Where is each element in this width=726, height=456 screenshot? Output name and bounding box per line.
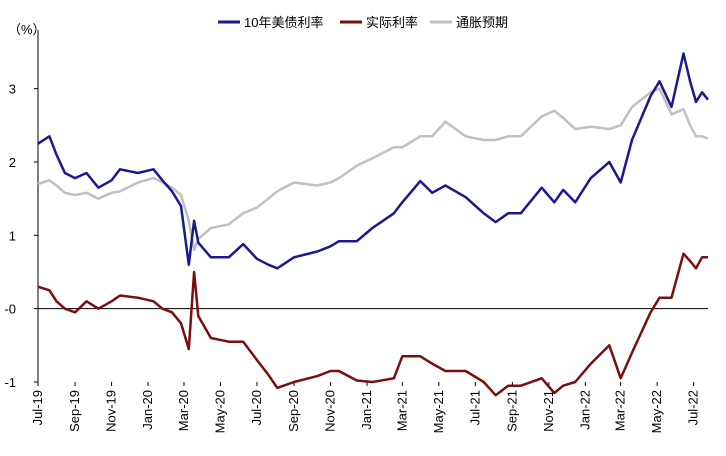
legend-label: 通胀预期 bbox=[456, 15, 508, 30]
x-tick-label: Nov-21 bbox=[541, 390, 556, 432]
series-line-3 bbox=[37, 87, 709, 252]
x-tick-label: Mar-20 bbox=[176, 390, 191, 431]
legend-label: 10年美债利率 bbox=[244, 15, 323, 30]
x-tick-label: Jan-20 bbox=[140, 390, 155, 430]
axes: 3 2 1 -0 -1 Jul-19 Sep-19 Nov-19 Jan-20 Mar-20 May… bbox=[4, 30, 708, 433]
x-tick-label: Mar-22 bbox=[613, 390, 628, 431]
x-tick-label: May-21 bbox=[431, 390, 446, 433]
y-tick-label: 3 bbox=[9, 82, 16, 97]
x-tick-label: Jul-19 bbox=[30, 390, 45, 425]
legend: 10年美债利率 实际利率 通胀预期 bbox=[218, 15, 508, 30]
y-tick-label: -1 bbox=[4, 375, 16, 390]
x-tick-label: Jul-20 bbox=[249, 390, 264, 425]
y-tick-label: 2 bbox=[9, 155, 16, 170]
y-unit-label: （%） bbox=[8, 22, 46, 37]
x-tick-label: Sep-21 bbox=[504, 390, 519, 432]
series-layer bbox=[37, 52, 709, 397]
x-tick-label: May-22 bbox=[649, 390, 664, 433]
series-line-1 bbox=[37, 52, 709, 270]
x-tick-label: Jan-21 bbox=[359, 390, 374, 430]
legend-label: 实际利率 bbox=[366, 15, 418, 30]
x-tick-label: Sep-19 bbox=[67, 390, 82, 432]
x-tick-label: Jan-22 bbox=[577, 390, 592, 430]
x-tick-label: Sep-20 bbox=[286, 390, 301, 432]
series-line-2 bbox=[37, 252, 708, 397]
x-tick-label: Nov-19 bbox=[104, 390, 119, 432]
x-tick-label: May-20 bbox=[212, 390, 227, 433]
y-tick-label: 1 bbox=[9, 228, 16, 243]
x-tick-label: Nov-20 bbox=[323, 390, 338, 432]
x-tick-label: Mar-21 bbox=[394, 390, 409, 431]
x-tick-label: Jul-21 bbox=[467, 390, 482, 425]
x-tick-label: Jul-22 bbox=[686, 390, 701, 425]
y-tick-label: -0 bbox=[4, 302, 16, 317]
